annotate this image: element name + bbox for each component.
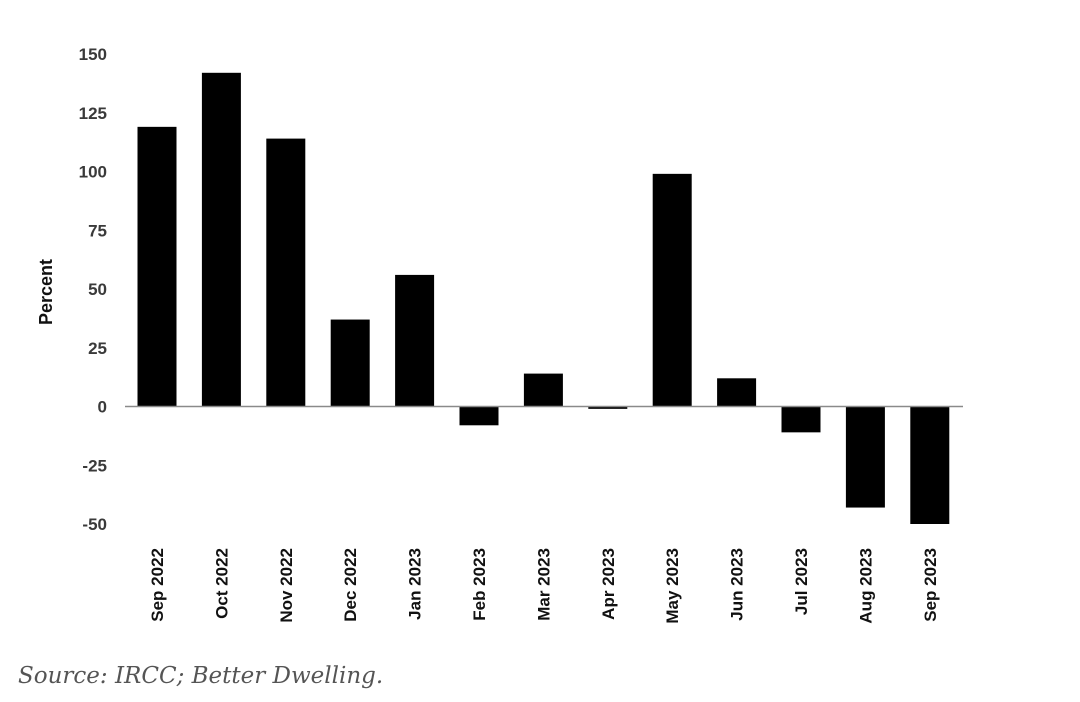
- bar-apr-2023: [588, 406, 628, 409]
- y-tick-label: 50: [88, 280, 107, 299]
- bar-chart: 150 125 100 75 50 25 0 -25 -50 Percent Sep 2022 O…: [36, 45, 963, 624]
- x-tick-label: Mar 2023: [534, 548, 553, 621]
- bar-sep-2022: [137, 126, 177, 407]
- y-tick-label: 75: [88, 221, 107, 240]
- y-tick-label: -25: [82, 456, 107, 475]
- x-tick-label: Nov 2022: [277, 548, 296, 623]
- bar-oct-2022: [201, 72, 241, 407]
- x-tick-label: May 2023: [663, 548, 682, 624]
- bar-jul-2023: [781, 406, 821, 433]
- y-tick-label: 150: [79, 45, 107, 64]
- y-tick-label: 0: [98, 398, 107, 417]
- x-tick-label: Jan 2023: [406, 548, 425, 620]
- bar-jan-2023: [395, 274, 435, 407]
- y-tick-label: 100: [79, 163, 107, 182]
- x-tick-label: Feb 2023: [470, 548, 489, 621]
- x-tick-label: Jun 2023: [728, 548, 747, 621]
- x-tick-label: Dec 2022: [341, 548, 360, 622]
- bar-jun-2023: [717, 378, 757, 407]
- y-tick-label: 25: [88, 339, 107, 358]
- y-tick-label: 125: [79, 104, 107, 123]
- bar-feb-2023: [459, 406, 499, 426]
- bar-aug-2023: [845, 406, 885, 508]
- source-caption: Source: IRCC; Better Dwelling.: [18, 663, 384, 689]
- bar-mar-2023: [523, 373, 563, 407]
- x-tick-label: Oct 2022: [212, 548, 231, 619]
- y-axis-ticks: 150 125 100 75 50 25 0 -25 -50: [79, 45, 107, 534]
- x-tick-label: Sep 2022: [148, 548, 167, 622]
- x-tick-label: Sep 2023: [921, 548, 940, 622]
- bar-sep-2023: [910, 406, 950, 524]
- y-axis-title: Percent: [36, 259, 56, 325]
- x-axis-labels: Sep 2022 Oct 2022 Nov 2022 Dec 2022 Jan 2023…: [148, 548, 940, 624]
- bar-nov-2022: [266, 138, 306, 407]
- bar-may-2023: [652, 173, 692, 407]
- x-tick-label: Apr 2023: [599, 548, 618, 620]
- bars: [137, 72, 950, 524]
- x-tick-label: Aug 2023: [856, 548, 875, 624]
- bar-dec-2022: [330, 319, 370, 407]
- y-tick-label: -50: [82, 515, 107, 534]
- x-tick-label: Jul 2023: [792, 548, 811, 615]
